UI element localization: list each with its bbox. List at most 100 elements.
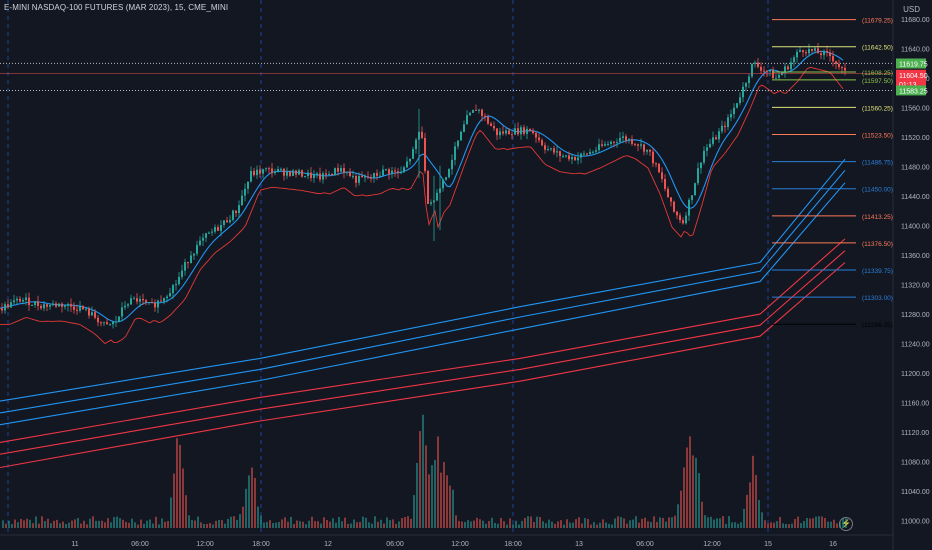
volume-bar xyxy=(686,447,688,528)
volume-bar xyxy=(479,519,481,528)
candle-body xyxy=(157,300,159,308)
candle-body xyxy=(442,179,444,189)
volume-bar xyxy=(446,475,448,528)
key-level-label: (11679.25) xyxy=(862,18,893,25)
candle-body xyxy=(202,237,204,241)
volume-bar xyxy=(77,518,79,528)
candle-body xyxy=(421,131,423,138)
volume-bar xyxy=(140,519,142,528)
candle-body xyxy=(259,169,261,174)
candle-body xyxy=(133,298,135,300)
volume-bar xyxy=(722,516,724,528)
candle-body xyxy=(337,168,339,172)
candle-body xyxy=(574,156,576,161)
volume-bar xyxy=(179,444,181,528)
candle-body xyxy=(403,167,405,173)
candle-body xyxy=(130,298,132,305)
volume-bar xyxy=(833,519,835,528)
volume-bar xyxy=(839,522,841,528)
candle-body xyxy=(358,175,360,183)
volume-bar xyxy=(65,523,67,528)
volume-bar xyxy=(602,519,604,528)
candle-body xyxy=(736,103,738,108)
volume-bar xyxy=(719,518,721,528)
candle-body xyxy=(238,205,240,214)
volume-bar xyxy=(731,522,733,528)
candle-body xyxy=(691,195,693,200)
volume-bar xyxy=(380,519,382,528)
volume-bar xyxy=(152,523,154,528)
volume-bar xyxy=(401,518,403,528)
candle-body xyxy=(376,173,378,176)
volume-bar xyxy=(473,520,475,528)
volume-bar xyxy=(41,516,43,528)
key-level-label: (11450.00) xyxy=(862,187,893,194)
candle-body xyxy=(430,202,432,204)
volume-bar xyxy=(131,518,133,528)
candle-body xyxy=(67,304,69,306)
volume-bar xyxy=(137,524,139,528)
candle-body xyxy=(55,303,57,307)
candle-body xyxy=(301,170,303,177)
volume-bar xyxy=(506,524,508,528)
candle-body xyxy=(544,145,546,150)
volume-bar xyxy=(653,516,655,528)
candle-body xyxy=(4,304,6,311)
volume-bar xyxy=(335,522,337,528)
volume-bar xyxy=(605,522,607,528)
candle-body xyxy=(43,304,45,309)
candle-body xyxy=(457,140,459,147)
volume-bar xyxy=(782,523,784,528)
volume-bar xyxy=(452,489,454,528)
volume-bar xyxy=(758,500,760,528)
volume-bar xyxy=(392,519,394,528)
blue-band-line xyxy=(0,158,846,402)
volume-bar xyxy=(11,524,13,528)
candle-body xyxy=(568,155,570,160)
candle-body xyxy=(73,306,75,310)
x-tick-label: 06:00 xyxy=(386,541,404,548)
volume-bar xyxy=(308,520,310,528)
candle-body xyxy=(559,151,561,157)
candle-body xyxy=(748,76,750,84)
candle-body xyxy=(760,66,762,71)
candle-body xyxy=(103,322,105,324)
candle-body xyxy=(532,131,534,134)
candle-body xyxy=(601,144,603,146)
y-tick-label: 11080.00 xyxy=(901,460,930,467)
volume-bar xyxy=(56,519,58,528)
volume-bar xyxy=(545,523,547,528)
volume-bar xyxy=(776,521,778,528)
chart-title: E-MINI NASDAQ-100 FUTURES (MAR 2023), 15… xyxy=(4,3,229,12)
volume-bar xyxy=(386,517,388,528)
candle-body xyxy=(595,150,597,152)
volume-bar xyxy=(767,523,769,528)
volume-bar xyxy=(503,521,505,528)
candle-body xyxy=(577,157,579,161)
candle-body xyxy=(643,144,645,152)
volume-bar xyxy=(818,516,820,528)
volume-bar xyxy=(212,524,214,528)
volume-bar xyxy=(737,523,739,528)
candle-body xyxy=(136,298,138,302)
candle-body xyxy=(673,201,675,212)
y-tick-label: 11520.00 xyxy=(901,135,930,142)
volume-bar xyxy=(182,468,184,528)
candle-body xyxy=(331,173,333,176)
volume-bar xyxy=(836,523,838,528)
candle-body xyxy=(655,163,657,165)
candle-body xyxy=(169,293,171,297)
candle-body xyxy=(229,219,231,223)
x-tick-label: 16 xyxy=(829,541,837,548)
volume-bar xyxy=(680,490,682,528)
candle-body xyxy=(61,303,63,307)
volume-bar xyxy=(803,521,805,528)
candle-body xyxy=(541,140,543,146)
volume-bar xyxy=(470,521,472,528)
candle-body xyxy=(808,48,810,54)
candle-body xyxy=(58,303,60,307)
candle-body xyxy=(22,300,24,302)
candle-body xyxy=(478,109,480,111)
candle-body xyxy=(100,322,102,324)
